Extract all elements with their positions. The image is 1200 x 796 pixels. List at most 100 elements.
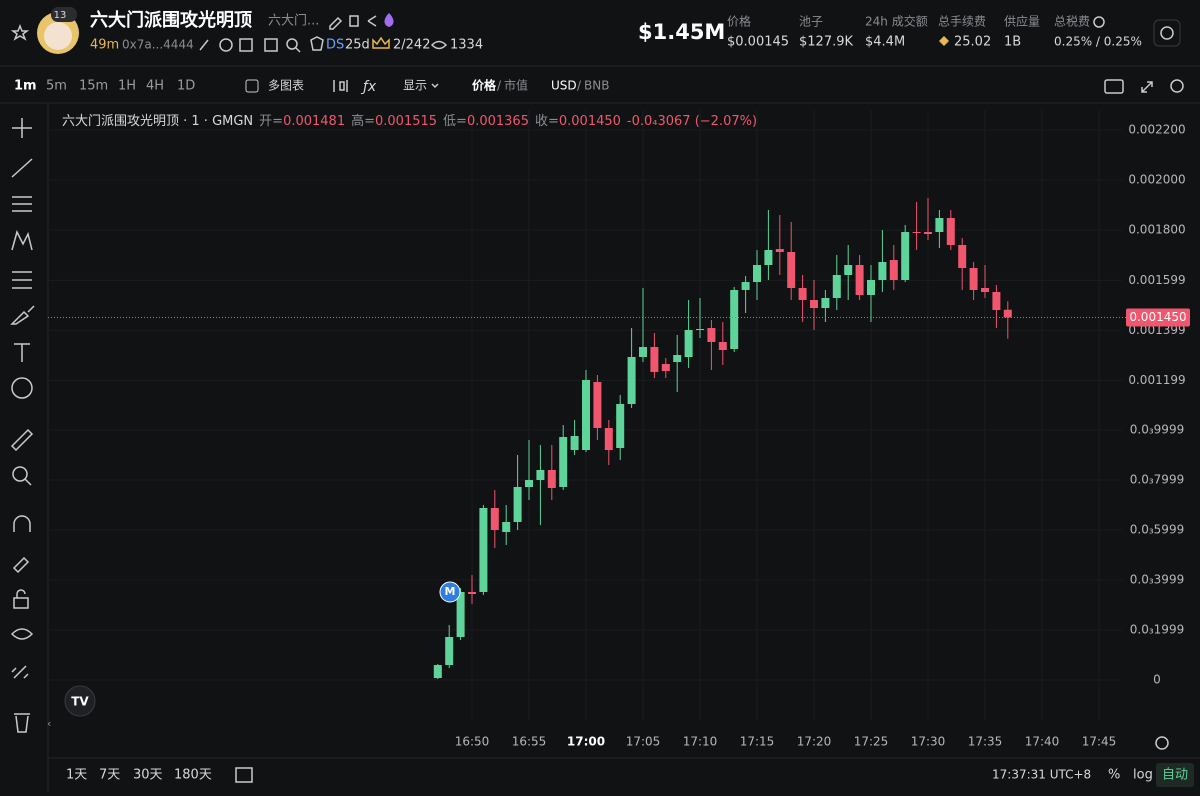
interval-button[interactable]: 15m [79,79,108,94]
ds-age: 25d [345,38,370,53]
bnb-toggle[interactable]: BNB [584,79,609,93]
range-button[interactable]: 180天 [174,768,212,783]
candle-body [696,329,704,330]
candle-body [821,298,830,308]
candle-body [924,232,932,234]
candle-body [867,280,875,295]
camera-icon[interactable] [1104,79,1124,94]
holders: 2/242 [393,38,430,53]
candle-body [456,592,465,637]
legend-value: 0.001450 [559,114,621,129]
migration-marker[interactable] [439,581,461,603]
candle-body [684,330,693,357]
candle-body [707,328,716,342]
y-tick-label: 0.0₃7999 [1130,473,1184,487]
interval-button[interactable]: 5m [46,79,67,94]
range-button[interactable]: 30天 [133,768,163,783]
settings-icon[interactable] [1170,79,1184,93]
candle-body [593,382,602,428]
candle-body [445,637,454,665]
legend-change: -0.0₄3067 (−2.07%) [627,114,757,129]
candle-body [513,487,522,522]
x-tick-label: 17:35 [968,735,1003,749]
candle-body [730,290,739,349]
candle-type-icon[interactable] [333,80,348,92]
stat-value: 25.02 [954,35,991,50]
drawing-tools[interactable] [10,118,35,733]
token-subtitle: 六大门... [268,14,319,29]
badge-count: 13 [54,10,67,21]
range-button[interactable]: 1天 [66,768,87,783]
date-range-icon[interactable] [235,767,253,783]
usd-toggle[interactable]: USD [551,79,577,93]
separator: / [577,79,582,93]
star-icon[interactable] [10,23,30,41]
candle-body [832,275,841,298]
legend-label: 低= [443,114,467,129]
candle-body [855,265,864,295]
candle-body [889,260,898,280]
candle-body [798,288,807,300]
alert-button[interactable] [1153,19,1181,47]
legend-value: 0.001481 [283,114,345,129]
range-button[interactable]: 7天 [99,768,120,783]
link-icons[interactable] [199,36,324,53]
candle-body [479,508,488,592]
auto-button-bg[interactable] [1156,763,1194,787]
log-toggle[interactable]: log [1133,768,1153,783]
candle-body [650,347,659,372]
axis-settings[interactable] [1155,736,1169,750]
toolbar: 多图表 ƒx 显示 价格 / 市值 USD / BNB 1m 5m 15m 1H 4H 1… [14,78,1184,95]
y-tick-label: 0.0₃5999 [1130,523,1184,537]
candle-body [673,355,682,362]
fx-icon[interactable]: ƒx [360,79,377,95]
x-tick-label: 17:25 [854,735,889,749]
candle-body [878,262,887,280]
info-icon [1093,16,1105,28]
interval-button[interactable]: 1D [177,79,195,94]
y-tick-label: 0.0₃9999 [1130,423,1184,437]
header-actions[interactable] [329,15,377,30]
candle-body [753,265,761,282]
y-tick-label: 0.001199 [1128,373,1185,387]
x-tick-label: 17:20 [797,735,832,749]
y-tick-label: 0 [1153,673,1161,687]
interval-button[interactable]: 4H [146,79,164,94]
footer: 1天 7天 30天 180天 17:37:31 UTC+8 % log 自动 [66,763,1194,787]
price-toggle[interactable]: 价格 [472,78,497,93]
candle-body [525,480,533,487]
x-tick-label: 17:30 [911,735,946,749]
auto-toggle[interactable]: 自动 [1162,768,1188,783]
display-menu[interactable]: 显示 [403,79,427,93]
legend-name: 六大门派围攻光明顶 · 1 · GMGN [62,114,253,129]
stat-value: 0.25% / 0.25% [1054,35,1142,49]
token-address: 0x7a...4444 [122,38,194,52]
views: 1334 [450,38,483,53]
multi-chart[interactable]: 多图表 [268,79,304,93]
stat-value: $0.00145 [727,35,789,50]
mcap-toggle[interactable]: 市值 [504,78,528,93]
marker-label: M [445,585,456,598]
candle-body [1003,309,1012,318]
candle-body [490,508,499,530]
clock: 17:37:31 UTC+8 [992,768,1091,782]
x-tick-label: 17:10 [683,735,718,749]
fullscreen-icon[interactable] [1141,81,1153,93]
y-tick-label: 0.002200 [1128,123,1185,137]
percent-toggle[interactable]: % [1108,768,1120,783]
collapse-arrow[interactable]: ‹ [47,717,51,730]
candle-body [901,232,910,280]
candle-body [981,288,989,292]
legend-label: 开= [259,114,283,129]
legend-value: 0.001365 [467,114,529,129]
candle-body [604,428,613,450]
tv-logo[interactable] [64,685,96,717]
interval-button[interactable]: 1m [14,79,37,94]
token-age: 49m [90,38,119,53]
checkbox[interactable] [245,79,259,93]
legend-value: 0.001515 [375,114,437,129]
eye-icon [430,40,448,50]
interval-button[interactable]: 1H [118,79,136,94]
x-tick-label: 16:50 [455,735,490,749]
